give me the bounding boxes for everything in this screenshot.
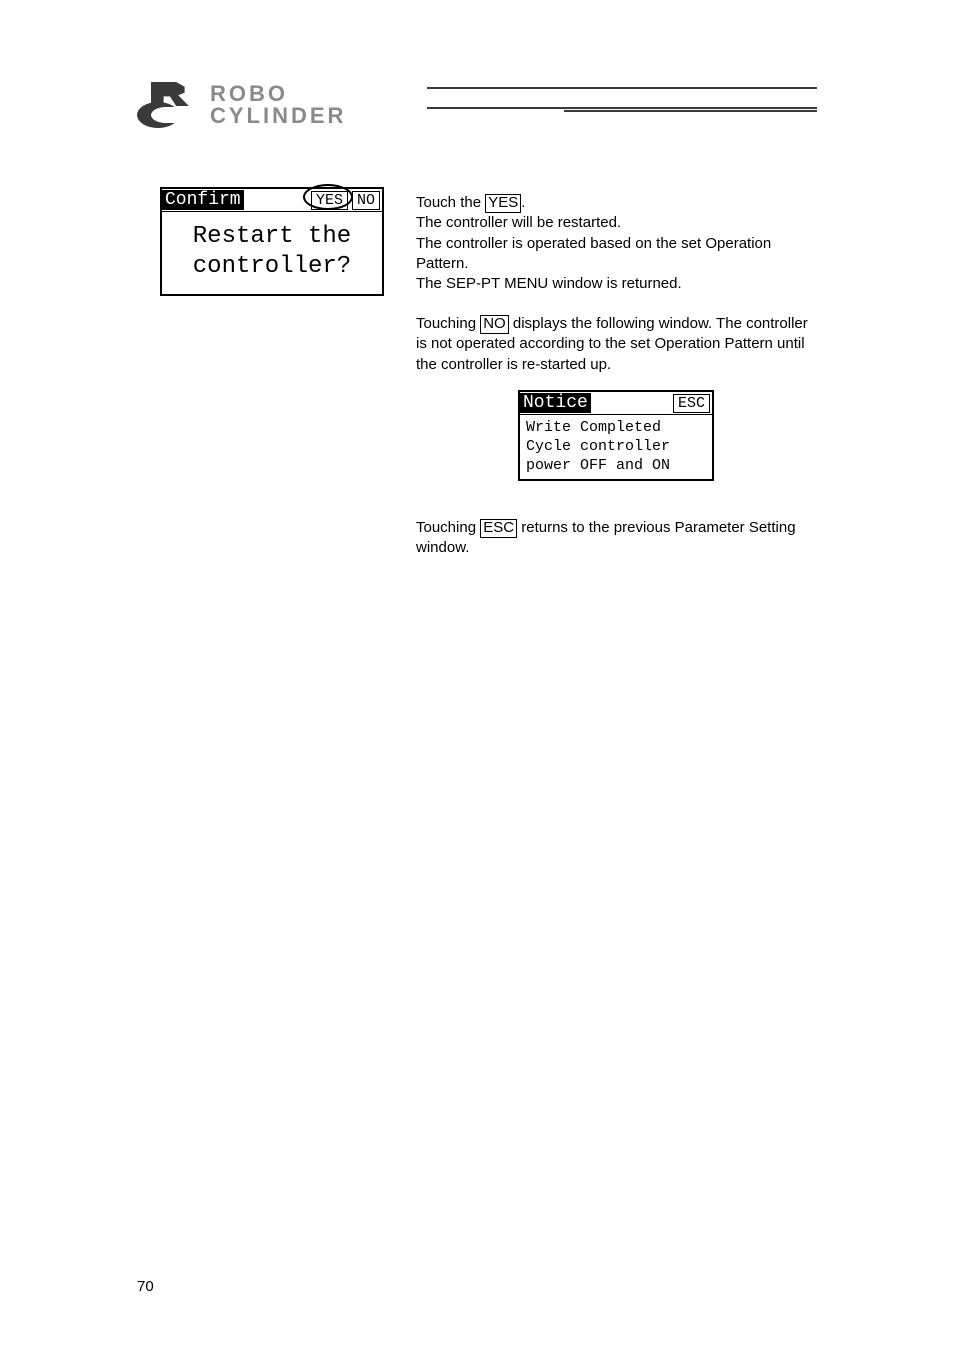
logo-c-shape [137, 102, 179, 128]
confirm-window: Confirm YES NO Restart the controller? [158, 185, 386, 298]
logo-mark [137, 82, 202, 127]
notice-body: Write Completed Cycle controller power O… [520, 414, 712, 479]
notice-line3: power OFF and ON [526, 457, 706, 476]
esc-inline-box: ESC [480, 519, 517, 538]
confirm-body: Restart the controller? [162, 211, 382, 294]
instruction-block-3: Touching ESC returns to the previous Par… [416, 518, 806, 559]
period-text: . [521, 194, 525, 211]
notice-titlebar: Notice ESC [520, 392, 712, 414]
header-rule-bottom [564, 110, 817, 112]
no-inline-box: NO [480, 315, 509, 334]
confirm-body-line2: controller? [166, 252, 378, 282]
yes-inline-box: YES [485, 194, 521, 213]
notice-line1: Write Completed [526, 419, 706, 438]
touching-text: Touching [416, 315, 480, 332]
confirm-body-line1: Restart the [166, 222, 378, 252]
touching-text-2: Touching [416, 519, 480, 536]
page-header: ROBO CYLINDER [137, 82, 817, 137]
confirm-titlebar: Confirm YES NO [162, 189, 382, 211]
notice-title: Notice [520, 393, 591, 413]
instr1c: The controller is operated based on the … [416, 235, 771, 272]
page-number: 70 [137, 1278, 154, 1295]
brand-line1: ROBO [210, 83, 346, 105]
no-button[interactable]: NO [352, 191, 380, 210]
instr1d: The SEP-PT MENU window is returned. [416, 275, 682, 292]
touch-the-text: Touch the [416, 194, 485, 211]
instr1b: The controller will be restarted. [416, 214, 621, 231]
confirm-title: Confirm [162, 190, 244, 210]
brand-line2: CYLINDER [210, 105, 346, 127]
yes-button[interactable]: YES [311, 191, 348, 210]
notice-window: Notice ESC Write Completed Cycle control… [516, 388, 716, 483]
logo-text: ROBO CYLINDER [210, 83, 346, 127]
header-rule-top [427, 87, 817, 109]
instruction-block-2: Touching NO displays the following windo… [416, 314, 816, 375]
instruction-block-1: Touch the YES. The controller will be re… [416, 193, 806, 294]
esc-button[interactable]: ESC [673, 394, 710, 413]
notice-line2: Cycle controller [526, 438, 706, 457]
